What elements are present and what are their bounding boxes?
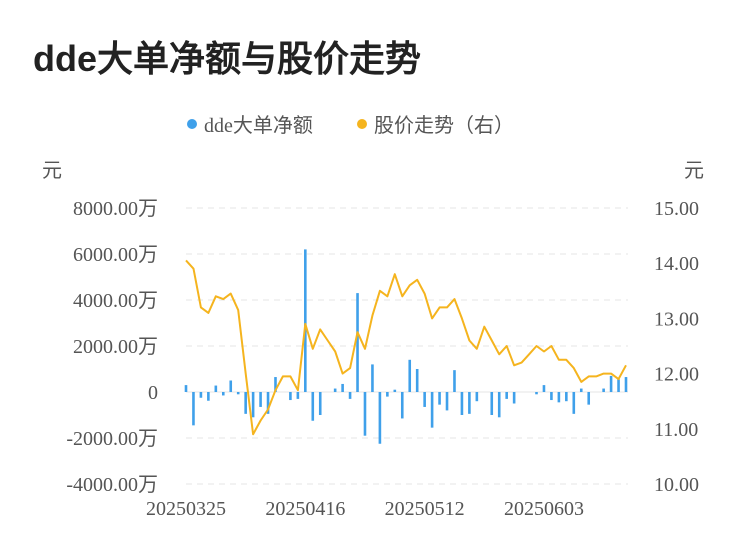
dde-bar <box>378 392 382 444</box>
dde-bar <box>184 385 188 392</box>
bar-series <box>184 249 628 444</box>
right-tick-label: 13.00 <box>654 308 699 330</box>
dde-bar <box>565 392 568 402</box>
left-tick-label: 0 <box>148 382 158 404</box>
left-tick-label: 6000.00万 <box>73 244 158 266</box>
left-tick-label: -4000.00万 <box>66 474 158 496</box>
dde-bar <box>304 249 307 392</box>
dde-bar <box>400 392 404 419</box>
dde-bar <box>624 377 628 392</box>
page-title: dde大单净额与股价走势 <box>33 38 422 79</box>
legend-marker-price <box>357 119 367 129</box>
x-tick-label: 20250325 <box>146 498 226 520</box>
dde-bar <box>490 392 494 415</box>
dde-bar <box>192 392 195 426</box>
dde-bar <box>333 388 337 392</box>
dde-bar <box>207 392 210 401</box>
dde-bar <box>579 388 583 392</box>
dde-bar <box>512 392 516 404</box>
dde-bar <box>602 388 605 392</box>
dde-bar <box>229 380 233 392</box>
price-line <box>185 259 627 436</box>
dde-bar <box>453 370 456 392</box>
left-tick-label: 8000.00万 <box>73 198 158 220</box>
dde-bar <box>438 392 441 405</box>
right-tick-label: 15.00 <box>654 198 699 220</box>
dde-bar <box>348 392 352 399</box>
x-tick-label: 20250603 <box>504 498 584 520</box>
dde-bar <box>259 392 262 407</box>
dde-bar <box>244 392 247 414</box>
dde-bar <box>236 392 240 395</box>
right-tick-label: 11.00 <box>654 419 698 441</box>
grid-lines <box>186 207 628 485</box>
dde-bar <box>557 392 561 403</box>
legend: dde大单净额 股价走势（右） <box>187 114 514 137</box>
legend-label-dde: dde大单净额 <box>204 114 313 137</box>
dde-bar <box>550 392 553 401</box>
dde-bar <box>199 392 203 398</box>
dde-bar <box>505 392 508 399</box>
dde-bar <box>475 392 479 402</box>
dde-bar <box>617 379 620 392</box>
dde-bar <box>363 392 367 436</box>
line-series <box>185 259 627 436</box>
left-tick-label: 4000.00万 <box>73 290 158 312</box>
left-axis-unit: 元 <box>42 160 62 182</box>
dde-bar <box>341 383 344 392</box>
x-tick-label: 20250416 <box>265 498 345 520</box>
dde-bar <box>572 392 576 414</box>
dde-bar <box>609 375 613 392</box>
legend-label-price: 股价走势（右） <box>374 114 514 137</box>
legend-marker-dde <box>187 119 197 129</box>
right-tick-label: 12.00 <box>654 364 699 386</box>
right-tick-label: 14.00 <box>654 253 699 275</box>
left-tick-label: 2000.00万 <box>73 336 158 358</box>
dde-bar <box>311 392 315 421</box>
dde-bar <box>542 385 546 392</box>
x-tick-label: 20250512 <box>385 498 465 520</box>
dde-bar <box>221 392 225 396</box>
dde-bar <box>460 392 464 415</box>
dde-bar <box>318 392 322 415</box>
dde-bar <box>371 364 374 392</box>
dde-bar <box>423 392 426 407</box>
dde-bar <box>415 369 419 392</box>
right-axis-unit: 元 <box>684 160 704 182</box>
right-tick-label: 10.00 <box>654 474 699 496</box>
dde-bar <box>214 385 218 392</box>
left-tick-label: -2000.00万 <box>66 428 158 450</box>
dde-bar <box>266 392 270 414</box>
dde-bar <box>251 392 255 418</box>
dde-bar <box>445 392 449 411</box>
axis-ticks: 8000.00万 6000.00万 4000.00万 2000.00万 0 -2000.0… <box>66 198 699 520</box>
dde-bar <box>289 392 292 401</box>
dde-bar <box>393 389 397 392</box>
dde-bar <box>468 392 471 414</box>
dde-bar <box>296 392 300 399</box>
dde-bar <box>274 377 277 392</box>
dde-bar <box>408 359 412 392</box>
dde-bar <box>356 293 359 392</box>
dde-bar <box>587 392 591 405</box>
dde-bar <box>386 392 389 397</box>
dde-bar <box>430 392 434 428</box>
dde-bar <box>535 392 538 395</box>
dde-bar <box>497 392 501 418</box>
